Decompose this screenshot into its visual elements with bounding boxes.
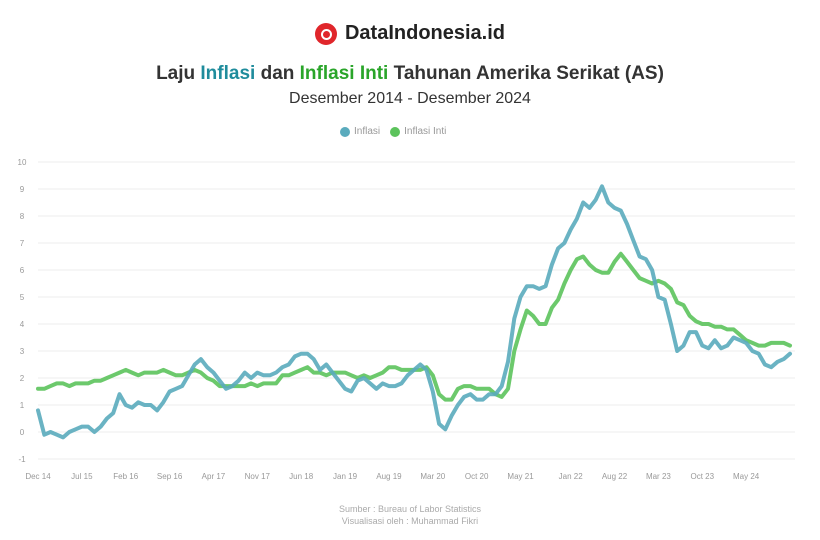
x-tick-label: Mar 23	[646, 472, 671, 481]
source-note: Sumber : Bureau of Labor Statistics Visu…	[0, 503, 820, 527]
title-inflasi-inti: Inflasi Inti	[299, 63, 389, 84]
x-tick-label: Jan 19	[333, 472, 358, 481]
brand-name: DataIndonesia.id	[344, 22, 506, 44]
legend-label: Inflasi Inti	[404, 126, 447, 137]
legend-label: Inflasi	[354, 126, 381, 137]
dataindonesia-logo-icon	[314, 22, 337, 45]
title-inflasi: Inflasi	[200, 63, 256, 84]
x-tick-label: Sep 16	[157, 472, 183, 481]
y-tick-label: 0	[20, 428, 25, 437]
title-part: Laju	[156, 63, 201, 84]
legend-marker-icon	[390, 126, 401, 137]
x-tick-label: May 21	[507, 472, 534, 481]
y-tick-label: 1	[20, 401, 25, 410]
x-tick-label: Dec 14	[25, 472, 51, 481]
x-tick-label: Aug 22	[602, 472, 628, 481]
x-tick-label: Feb 16	[113, 472, 138, 481]
title-part: dan	[255, 63, 300, 84]
y-tick-label: 6	[20, 266, 25, 275]
y-tick-label: 7	[20, 239, 25, 248]
line-chart: -1 0 1 2 3 4 5 6 7 8 9 10 Dec 14 Jul 15 Feb 16 Sep 16 Ap…	[18, 158, 795, 481]
x-tick-label: Jan 22	[559, 472, 584, 481]
x-tick-label: Aug 19	[376, 472, 402, 481]
y-tick-label: 9	[20, 185, 25, 194]
chart-title: Laju Inflasi dan Inflasi Inti Tahunan Am…	[0, 63, 820, 85]
brand-header: DataIndonesia.id	[0, 22, 820, 45]
y-tick-label: 2	[20, 374, 25, 383]
legend-marker-icon	[340, 126, 350, 137]
chart-subtitle: Desember 2014 - Desember 2024	[289, 90, 531, 107]
x-tick-label: May 24	[733, 472, 760, 481]
credit-line: Visualisasi oleh : Muhammad Fikri	[341, 516, 479, 526]
y-tick-label: 8	[20, 212, 25, 221]
x-tick-label: Jun 18	[289, 472, 314, 481]
x-tick-label: Oct 20	[465, 472, 489, 481]
title-part: Tahunan Amerika Serikat (AS)	[388, 63, 664, 84]
x-tick-label: Jul 15	[71, 472, 93, 481]
y-tick-label: 3	[20, 347, 25, 356]
series-line-inflasi	[36, 184, 792, 440]
source-line: Sumber : Bureau of Labor Statistics	[338, 504, 482, 514]
x-tick-label: Mar 20	[420, 472, 445, 481]
x-tick-label: Nov 17	[245, 472, 271, 481]
y-tick-label: -1	[18, 455, 26, 464]
y-tick-label: 5	[20, 293, 25, 302]
y-tick-label: 4	[20, 320, 25, 329]
legend-item-inflasi-inti[interactable]: Inflasi Inti	[390, 126, 446, 137]
y-tick-label: 10	[18, 158, 27, 167]
x-tick-label: Oct 23	[690, 472, 714, 481]
x-tick-label: Apr 17	[202, 472, 226, 481]
legend: Inflasi Inflasi Inti	[340, 126, 446, 137]
legend-item-inflasi[interactable]: Inflasi	[340, 126, 380, 137]
